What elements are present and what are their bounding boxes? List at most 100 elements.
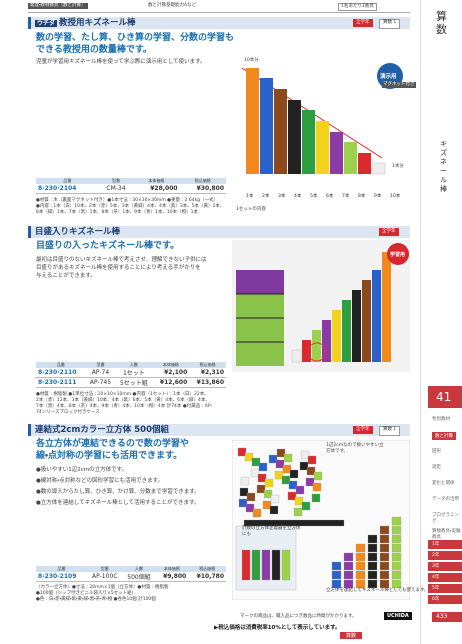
section-title: 目盛入りキズネール棒 全学年 <box>28 226 410 238</box>
cube <box>306 466 316 476</box>
cube <box>238 498 248 508</box>
rod-illustration <box>232 54 410 182</box>
cube <box>263 489 273 499</box>
badge: 算数 1 <box>379 19 401 29</box>
rod-label: 10本 <box>390 194 401 199</box>
cube <box>270 494 280 504</box>
row: 8-230-2110 AP-74 1セット ¥2,100 ¥2,310 <box>36 368 226 378</box>
header-cell: 本体価格 <box>155 566 189 572</box>
closeup <box>236 270 284 294</box>
tab: 41 <box>428 386 462 408</box>
header-row: 品番 型番 入数 本体価格 税込価格 <box>36 566 226 572</box>
grade-tab: 4年 <box>428 573 462 582</box>
subject: 算数 <box>436 10 447 36</box>
notes: ●材質：木（裏面マグネット付き）●1本寸法：30×30×30mm ●重量：2.6… <box>36 198 236 216</box>
note-line: 2本（赤）12本、3本（黄緑）10本、4本（紫）6本、5本（黄）4本、6本（緑）… <box>36 398 210 403</box>
price-table: 品番 型番 本体価格 税込価格 8-230-2104 CM-34 ¥28,000 ¥30,80… <box>36 178 226 194</box>
tag-circle <box>387 243 409 265</box>
cube-stack <box>367 570 378 580</box>
cube <box>300 450 310 460</box>
cell: 1セット <box>115 368 153 378</box>
bullet: ●数の導入からたし算、ひき算、かけ算、分数まで学習できます。 <box>36 489 200 495</box>
cube <box>246 492 256 502</box>
badge: 全学年 <box>379 228 399 236</box>
cube <box>240 476 250 486</box>
cube <box>269 505 279 515</box>
cube <box>244 452 254 462</box>
badge: 全学年 <box>353 19 373 27</box>
description-line: 目盛りがあるキズネール棒を使用することにより考える手がかりを <box>36 265 201 271</box>
row: 8-230-2109 AP-100C 500個組 ¥9,800 ¥10,780 <box>36 572 226 582</box>
subtitle: 目盛りの入ったキズネール棒です。 <box>36 241 180 251</box>
note-line: ●材質：樹脂製 ●1単位寸法：10×10×10mm ●内容（1セット）：1本（白… <box>36 392 209 397</box>
rod-label: 8本 <box>358 194 366 199</box>
section-title: ウチダ 教授用キズネール棒 全学年 算数 1 <box>28 17 410 29</box>
header-cell: 型番 <box>98 178 134 184</box>
cube-stack <box>355 579 366 589</box>
cube-stack <box>343 561 354 571</box>
highlight <box>307 342 327 362</box>
grade-tab: 1年 <box>428 540 462 549</box>
cube <box>288 480 298 490</box>
cube-stack <box>391 534 402 544</box>
cube-stack <box>391 579 402 589</box>
cube <box>311 493 321 503</box>
title-text: 教授用キズネール棒 <box>59 18 136 28</box>
rod-label: 9本 <box>374 194 382 199</box>
footer-note: マークの商品は、職入品につき数品に時間がかかります。 <box>240 614 357 619</box>
cube <box>245 503 255 513</box>
caption: 計数の立方体定着器を立方体にも <box>242 526 301 537</box>
cell: AP-74 <box>85 368 116 378</box>
cube <box>283 453 293 463</box>
cube-stack <box>379 552 390 562</box>
rods <box>291 252 391 363</box>
rod-illustration <box>232 240 410 372</box>
brand: ウチダ <box>35 20 58 27</box>
cube <box>282 464 292 474</box>
cube-stack <box>355 561 366 571</box>
cube-stack <box>343 570 354 580</box>
notes: ●材質：樹脂製 ●1単位寸法：10×10×10mm ●内容（1セット）：1本（白… <box>36 392 256 416</box>
cube-bag <box>281 549 291 581</box>
line: 各立方体が連結できるので数の学習や <box>36 439 189 449</box>
header-cell: 本体価格 <box>152 362 190 368</box>
header-sub: 数と計算基礎能力Aなど <box>148 3 197 8</box>
cube <box>275 459 285 469</box>
title: ウチダ 教授用キズネール棒 <box>35 17 136 30</box>
header-row: 品番 型番 入数 本体価格 税込価格 <box>36 362 226 368</box>
header-cell: 入数 <box>115 362 153 368</box>
caption: 1辺2cmなので扱いやすい立方体です。 <box>326 443 384 454</box>
cube-stack <box>367 579 378 589</box>
cube-stack <box>391 561 402 571</box>
tag: 学習用 <box>390 252 406 258</box>
index-item: 判別教材 <box>432 417 450 422</box>
cube <box>257 473 267 483</box>
cube-stack <box>391 525 402 535</box>
cube-stack <box>367 534 378 544</box>
cube <box>294 496 304 506</box>
cube-stack <box>355 570 366 580</box>
cube <box>301 501 311 511</box>
row: 8-230-2104 CM-34 ¥28,000 ¥30,800 <box>36 184 226 194</box>
cube-bag <box>261 549 271 581</box>
footer-badge: 算数 <box>340 632 363 639</box>
bullet: ●線対称・点対称などの図形学習にも活用できます。 <box>36 478 164 484</box>
cell: ¥2,310 <box>189 368 226 378</box>
title: 目盛入りキズネール棒 <box>35 227 121 237</box>
description-line: 与えることができます。 <box>36 273 96 279</box>
cube-stack <box>379 561 390 571</box>
rods <box>246 68 386 175</box>
title: 連結式2cmカラー立方体 500個組 <box>35 425 170 435</box>
cube <box>289 469 299 479</box>
page-number: 433 <box>432 612 462 622</box>
index-item: 変化と関係 <box>432 481 455 486</box>
cube <box>312 482 322 492</box>
note-line: （カラー立方体）●寸法：20mm×1個（立方体）●材質：樹脂製 <box>36 585 169 590</box>
cube-stack <box>391 570 402 580</box>
notes: （カラー立方体）●寸法：20mm×1個（立方体）●材質：樹脂製 ●100個（ジップ… <box>36 585 236 603</box>
cell: ¥10,780 <box>188 572 226 582</box>
header-cell: 本体価格 <box>133 178 180 184</box>
cube-stack <box>391 516 402 526</box>
cube-bag <box>241 549 251 581</box>
header-cell: 税込価格 <box>189 362 226 368</box>
